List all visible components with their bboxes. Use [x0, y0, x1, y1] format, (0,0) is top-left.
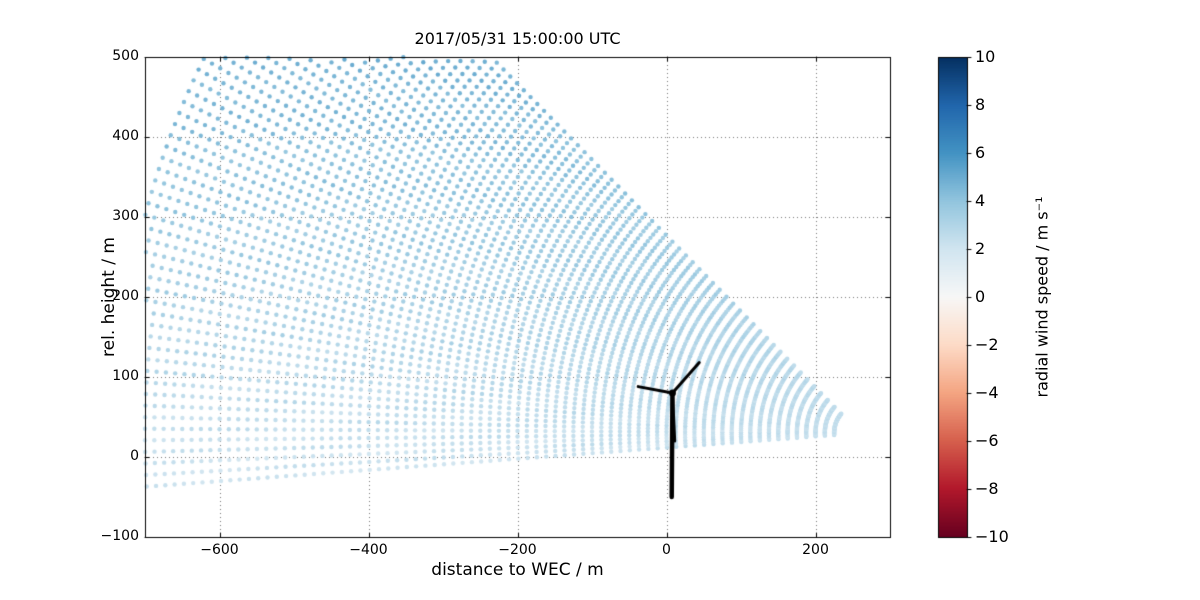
colorbar-tick-label: 10	[975, 47, 996, 66]
y-tick-label: 400	[112, 128, 139, 144]
colorbar-tick-label: 8	[975, 95, 986, 114]
colorbar-tick-label: −10	[975, 527, 1009, 546]
colorbar-tick-label: 4	[975, 191, 986, 210]
x-tick-label: 0	[662, 542, 671, 558]
y-tick-label: 0	[130, 448, 139, 464]
chart-title: 2017/05/31 15:00:00 UTC	[414, 29, 621, 48]
colorbar-tick-label: 0	[975, 287, 986, 306]
y-tick-label: 200	[112, 288, 139, 304]
x-axis-label: distance to WEC / m	[431, 560, 604, 580]
x-tick-label: −600	[200, 542, 239, 558]
x-tick-label: −400	[349, 542, 388, 558]
colorbar-tick-label: −2	[975, 335, 999, 354]
x-tick-label: 200	[802, 542, 829, 558]
colorbar-tick-label: 6	[975, 143, 986, 162]
colorbar-tick-label: 2	[975, 239, 986, 258]
colorbar-label: radial wind speed / m s⁻¹	[1032, 196, 1052, 398]
colorbar-tick-label: −8	[975, 479, 999, 498]
colorbar-tick-label: −6	[975, 431, 999, 450]
y-tick-label: 300	[112, 208, 139, 224]
y-tick-label: 500	[112, 48, 139, 64]
y-tick-label: 100	[112, 368, 139, 384]
y-tick-label: −100	[100, 528, 139, 544]
x-tick-label: −200	[498, 542, 537, 558]
colorbar-tick-label: −4	[975, 383, 999, 402]
